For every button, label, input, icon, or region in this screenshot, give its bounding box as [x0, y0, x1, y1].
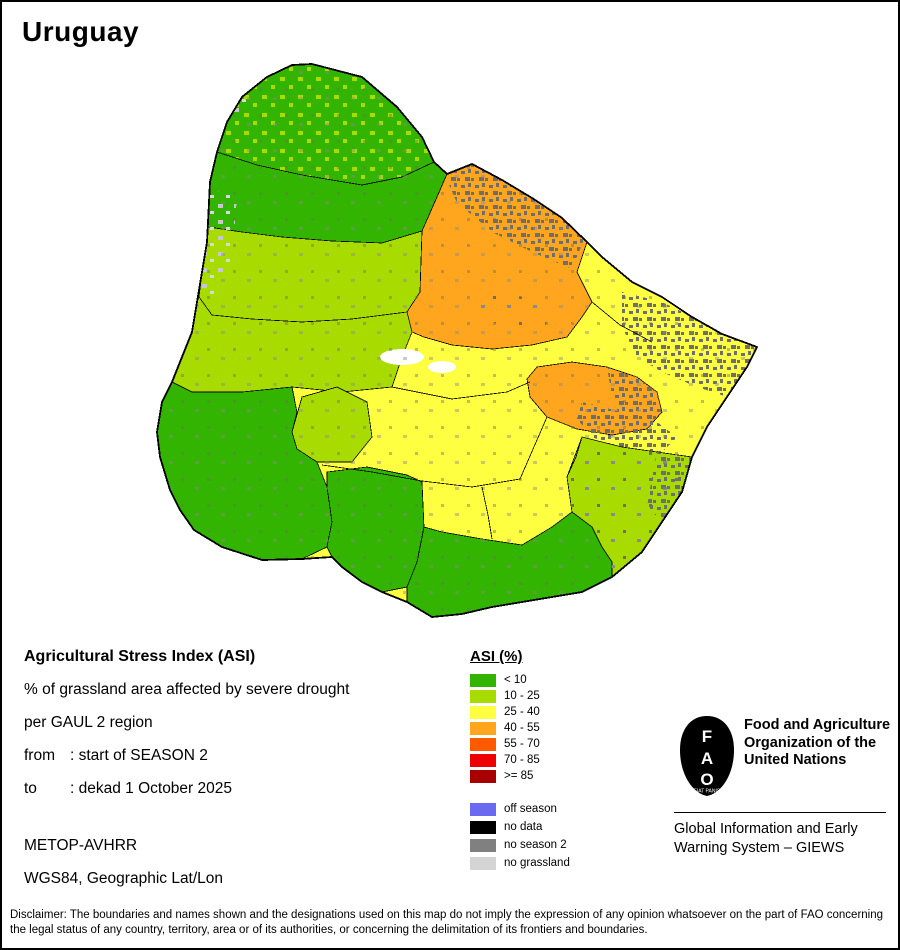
asi-description-line2: per GAUL 2 region: [24, 714, 153, 731]
legend-label: < 10: [504, 674, 527, 686]
legend-swatch: [470, 856, 496, 870]
period-to-label: to: [24, 780, 37, 797]
legend-item: < 10: [470, 672, 570, 688]
legend-label: no season 2: [504, 839, 567, 851]
period-to: to : dekad 1 October 2025: [24, 779, 349, 798]
legend-swatch: [470, 737, 496, 751]
fao-logo-letter: O: [700, 770, 713, 789]
legend-label: >= 85: [504, 770, 534, 782]
legend-swatch: [470, 769, 496, 783]
projection-label: WGS84, Geographic Lat/Lon: [24, 870, 224, 887]
legend-item: no grassland: [470, 854, 570, 872]
legend-gap: [470, 784, 570, 800]
legend-item: 55 - 70: [470, 736, 570, 752]
legend-item: 10 - 25: [470, 688, 570, 704]
legend-item: no season 2: [470, 836, 570, 854]
legend-swatch: [470, 721, 496, 735]
legend-title: ASI (%): [470, 648, 523, 665]
legend-item: off season: [470, 800, 570, 818]
legend-swatch: [470, 753, 496, 767]
legend-swatch: [470, 673, 496, 687]
period-to-value: : dekad 1 October 2025: [70, 780, 233, 797]
legend-item: 70 - 85: [470, 752, 570, 768]
legend-swatch: [470, 838, 496, 852]
map-info-block: Agricultural Stress Index (ASI) % of gra…: [24, 647, 349, 902]
uruguay-map: [156, 63, 759, 618]
disclaimer: Disclaimer: The boundaries and names sho…: [10, 909, 884, 937]
period-from: from : start of SEASON 2: [24, 746, 349, 765]
legend-label: 25 - 40: [504, 706, 540, 718]
map-internal-border: [321, 416, 548, 488]
map-internal-border: [566, 436, 583, 478]
legend-swatch: [470, 705, 496, 719]
fao-divider: [674, 812, 886, 813]
fao-block: F A O FIAT PANIS Food and Agriculture Or…: [674, 714, 890, 884]
period-from-value: : start of SEASON 2: [70, 747, 208, 764]
map-speckle-overlay: [157, 64, 757, 617]
legend-item: 40 - 55: [470, 720, 570, 736]
legend-label: 10 - 25: [504, 690, 540, 702]
fao-org-name: Food and Agriculture Organization of the…: [744, 717, 891, 769]
legend-label: 55 - 70: [504, 738, 540, 750]
legend-swatch: [470, 689, 496, 703]
fao-logo-letter: A: [701, 749, 713, 768]
country-outline: [156, 63, 759, 618]
legend-label: off season: [504, 803, 557, 815]
map-internal-border: [591, 301, 653, 343]
legend-swatch: [470, 820, 496, 834]
fao-logo-letter: F: [702, 727, 712, 746]
fao-logo-icon: F A O FIAT PANIS: [680, 716, 734, 796]
giews-label: Global Information and Early Warning Sys…: [674, 821, 858, 856]
asi-heading: Agricultural Stress Index (ASI): [24, 648, 256, 665]
map-internal-border: [481, 486, 493, 540]
asi-description-line1: % of grassland area affected by severe d…: [24, 681, 350, 698]
legend-item: >= 85: [470, 768, 570, 784]
legend-item: no data: [470, 818, 570, 836]
legend-label: 70 - 85: [504, 754, 540, 766]
map-no-grassland-patch: [214, 92, 234, 106]
legend-swatch: [470, 802, 496, 816]
legend-label: no data: [504, 821, 543, 833]
map-internal-border: [391, 381, 531, 400]
legend: ASI (%) < 10 10 - 25 25 - 40 40 - 55 55 …: [470, 648, 570, 872]
legend-label: 40 - 55: [504, 722, 540, 734]
fao-logo-motto: FIAT PANIS: [694, 789, 721, 795]
sensor-label: METOP-AVHRR: [24, 837, 138, 854]
legend-item: 25 - 40: [470, 704, 570, 720]
page-title: Uruguay: [22, 16, 140, 47]
legend-label: no grassland: [504, 857, 570, 869]
period-from-label: from: [24, 747, 55, 764]
